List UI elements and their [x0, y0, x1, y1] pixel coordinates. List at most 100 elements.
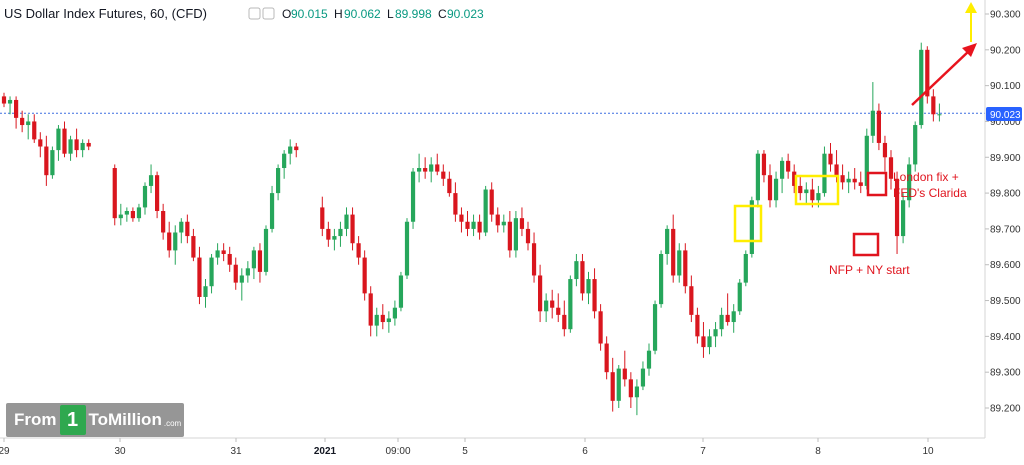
candle	[221, 243, 226, 262]
candle	[580, 253, 585, 301]
candle	[20, 110, 25, 133]
candle-body	[185, 221, 190, 237]
candle	[894, 171, 900, 254]
candle-body	[659, 253, 664, 305]
candle-body	[525, 228, 531, 244]
candle-body	[423, 168, 428, 172]
candle-body	[173, 232, 178, 251]
candle	[495, 207, 500, 233]
candle	[689, 275, 694, 323]
price-tick-label: 89.700	[990, 224, 1021, 235]
yellow-box-1	[733, 204, 763, 243]
candle-body	[130, 211, 135, 219]
candle-body	[326, 228, 331, 240]
candle-body	[538, 275, 543, 312]
candle-body	[80, 142, 85, 151]
candle	[913, 121, 918, 172]
candle	[44, 135, 49, 186]
candle-body	[410, 171, 416, 222]
candle-body	[743, 253, 748, 283]
ohlc-open-key: O	[282, 7, 291, 21]
candle-body	[816, 193, 821, 201]
eye-icon[interactable]	[248, 7, 261, 20]
annotation-text: London fix + FED's Clarida NFP + NY star…	[829, 170, 967, 277]
candle-body	[136, 207, 142, 219]
chart-settings-icons[interactable]	[248, 7, 275, 20]
candle	[519, 207, 525, 237]
candle	[362, 250, 367, 301]
candle-body	[913, 125, 918, 165]
candle-body	[1, 96, 7, 104]
price-tick-label: 89.900	[990, 153, 1021, 164]
candle	[447, 171, 452, 197]
candle-body	[671, 228, 676, 276]
candle	[356, 236, 361, 265]
candle	[130, 207, 135, 222]
candle	[725, 293, 730, 326]
candle-body	[840, 175, 845, 183]
fed-clarida-note: FED's Clarida	[893, 186, 967, 200]
candle	[38, 132, 43, 158]
candle-body	[773, 178, 779, 201]
candle	[562, 300, 567, 337]
candle-body	[876, 110, 881, 143]
candle-body	[148, 175, 154, 186]
candle-body	[197, 257, 202, 297]
candle-body	[622, 368, 627, 380]
candle	[368, 286, 373, 337]
candle-body	[786, 160, 791, 172]
candle	[556, 293, 561, 323]
candle-body	[550, 300, 555, 308]
candle-body	[888, 157, 894, 179]
candle-body	[610, 372, 615, 401]
candle	[828, 142, 833, 172]
candle	[525, 221, 531, 251]
candle	[80, 139, 85, 158]
candle	[269, 185, 275, 233]
candle	[634, 379, 639, 416]
time-tick-label: 8	[815, 446, 821, 457]
candle-body	[398, 275, 404, 308]
candle-body	[239, 275, 244, 283]
candle	[179, 218, 184, 244]
candle	[707, 329, 712, 355]
candle	[203, 279, 208, 308]
candle	[931, 89, 936, 122]
candle	[652, 300, 658, 355]
yellow-box-2	[794, 174, 840, 206]
candle	[901, 193, 906, 244]
candle-body	[161, 211, 166, 233]
candle	[659, 250, 664, 308]
chart-title[interactable]: US Dollar Index Futures, 60, (CFD)	[4, 6, 207, 21]
candle-body	[701, 336, 706, 348]
red-trend-arrow	[911, 49, 971, 106]
candle-body	[227, 253, 232, 265]
candle-body	[320, 207, 325, 229]
ohlc-high-key: H	[334, 7, 343, 21]
candle-body	[882, 142, 888, 158]
candle-body	[707, 336, 712, 348]
settings-icon[interactable]	[262, 7, 275, 20]
candle	[919, 42, 924, 129]
candle	[925, 46, 930, 104]
candle	[477, 214, 482, 240]
candle	[713, 322, 718, 348]
candle	[429, 157, 434, 183]
time-tick-label: 6	[582, 446, 588, 457]
candle-body	[209, 257, 214, 287]
candle-body	[604, 343, 609, 373]
candle	[622, 350, 627, 387]
candle	[26, 114, 31, 140]
candle-body	[124, 211, 129, 215]
price-tick-label: 89.800	[990, 189, 1021, 200]
candle	[423, 157, 428, 179]
candle	[683, 243, 688, 294]
candle	[294, 142, 299, 158]
candle	[677, 243, 682, 283]
candle	[453, 182, 458, 222]
candle-body	[453, 193, 458, 215]
candle	[888, 150, 894, 190]
candle-body	[221, 250, 226, 254]
candle	[598, 304, 603, 351]
